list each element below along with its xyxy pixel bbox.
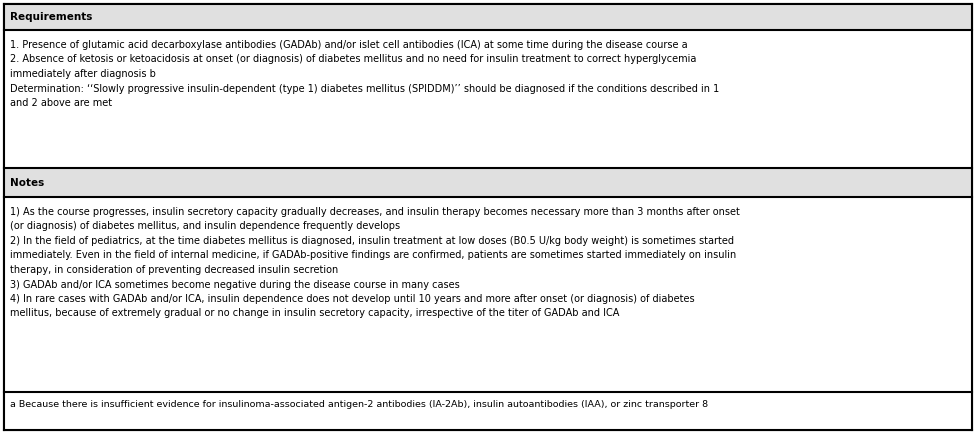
Bar [4,197,972,392]
Text: a Because there is insufficient evidence for insulinoma-associated antigen-2 ant: a Because there is insufficient evidence… [10,400,709,409]
Bar [4,392,972,430]
Bar [4,168,972,197]
Text: 3) GADAb and/or ICA sometimes become negative during the disease course in many : 3) GADAb and/or ICA sometimes become neg… [10,279,460,290]
Text: 1) As the course progresses, insulin secretory capacity gradually decreases, and: 1) As the course progresses, insulin sec… [10,207,740,231]
Text: 2) In the field of pediatrics, at the time diabetes mellitus is diagnosed, insul: 2) In the field of pediatrics, at the ti… [10,236,736,275]
Bar [4,4,972,30]
Text: 1. Presence of glutamic acid decarboxylase antibodies (GADAb) and/or islet cell : 1. Presence of glutamic acid decarboxyla… [10,40,688,50]
Text: 2. Absence of ketosis or ketoacidosis at onset (or diagnosis) of diabetes mellit: 2. Absence of ketosis or ketoacidosis at… [10,54,696,79]
Text: 4) In rare cases with GADAb and/or ICA, insulin dependence does not develop unti: 4) In rare cases with GADAb and/or ICA, … [10,294,695,318]
Text: Notes: Notes [10,177,44,187]
Text: Requirements: Requirements [10,12,93,22]
Text: Determination: ‘‘Slowly progressive insulin-dependent (type 1) diabetes mellitus: Determination: ‘‘Slowly progressive insu… [10,84,719,108]
Bar [4,30,972,168]
